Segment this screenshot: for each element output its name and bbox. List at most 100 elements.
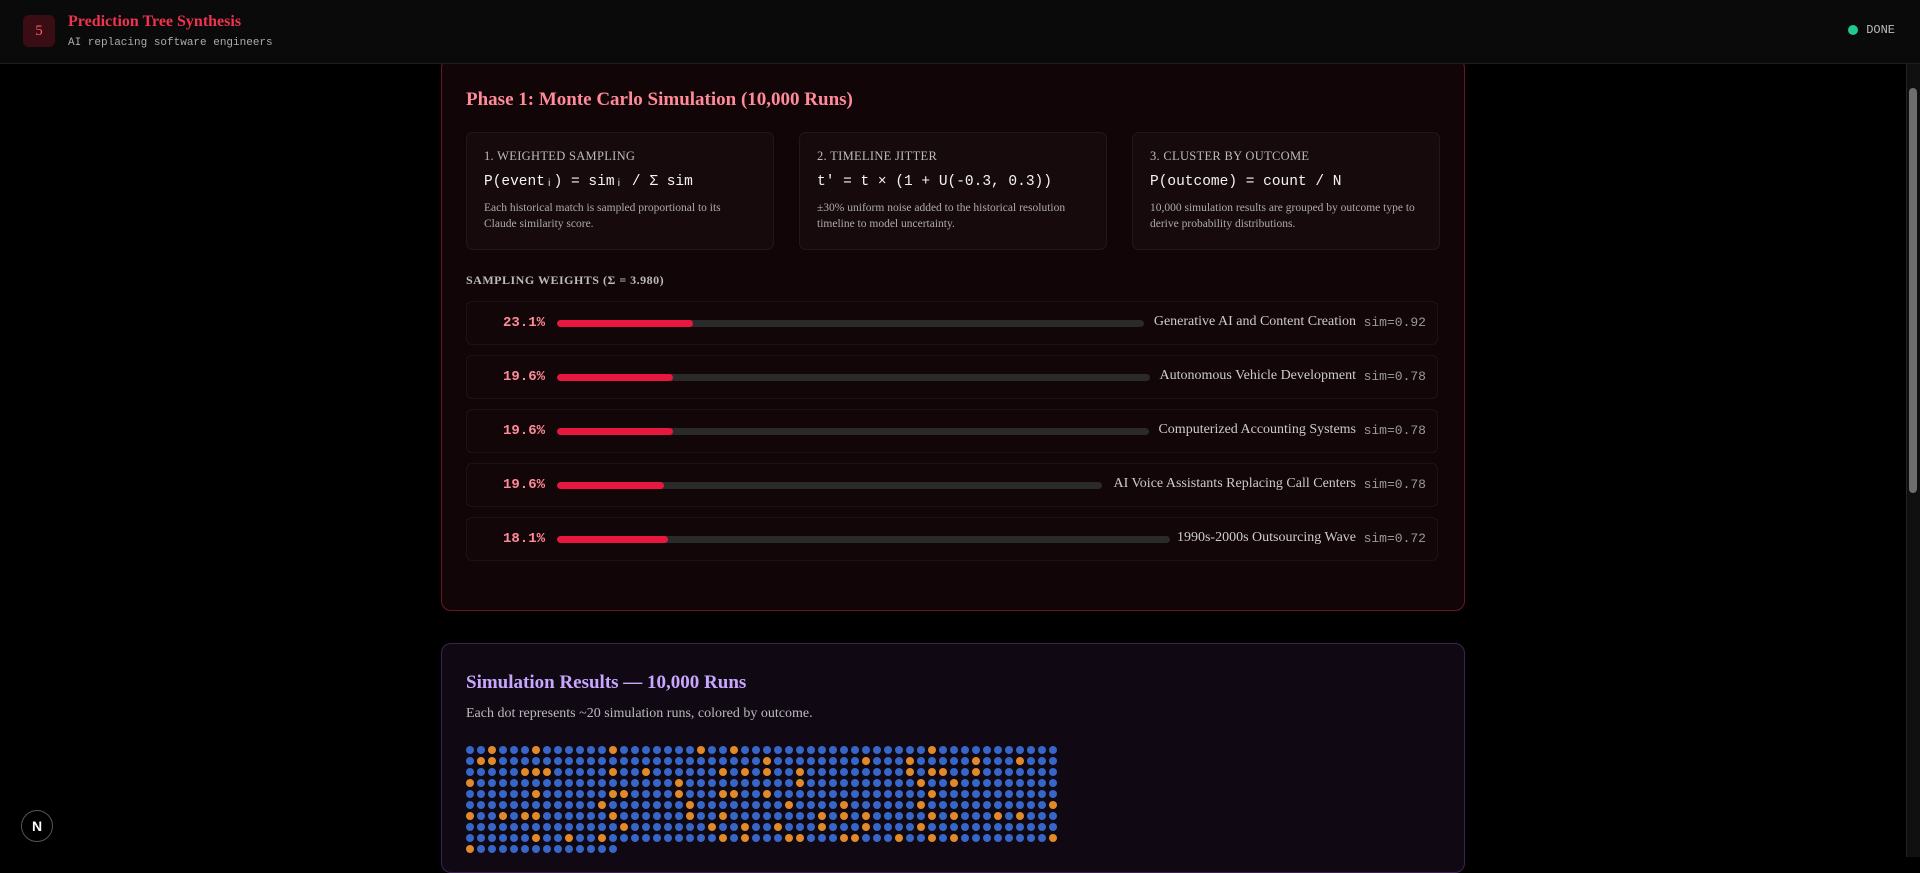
simulation-dot <box>521 779 529 787</box>
page-subtitle: AI replacing software engineers <box>68 37 273 49</box>
scrollbar-thumb[interactable] <box>1909 88 1917 493</box>
simulation-dot <box>752 801 760 809</box>
simulation-dot <box>1038 779 1046 787</box>
simulation-dot <box>719 790 727 798</box>
simulation-dot <box>642 746 650 754</box>
simulation-dot <box>774 790 782 798</box>
simulation-dot <box>730 757 738 765</box>
simulation-dot <box>1038 768 1046 776</box>
simulation-dot <box>510 834 518 842</box>
simulation-dot <box>686 757 694 765</box>
method-heading: 1. Weighted Sampling <box>484 149 636 163</box>
simulation-dot <box>521 790 529 798</box>
simulation-dot <box>477 823 485 831</box>
simulation-dot <box>972 746 980 754</box>
next-logo-icon[interactable]: N <box>21 810 53 842</box>
simulation-dot <box>499 845 507 853</box>
simulation-dot <box>741 779 749 787</box>
simulation-dot <box>466 746 474 754</box>
simulation-dot <box>719 757 727 765</box>
simulation-dot <box>774 746 782 754</box>
simulation-dot <box>510 812 518 820</box>
simulation-dot <box>1005 812 1013 820</box>
simulation-dot <box>884 768 892 776</box>
simulation-dot <box>972 757 980 765</box>
simulation-dot <box>488 823 496 831</box>
simulation-dot <box>697 823 705 831</box>
simulation-dot <box>763 812 771 820</box>
method-description: Each historical match is sampled proport… <box>484 202 721 230</box>
simulation-dot <box>609 779 617 787</box>
method-description: 10,000 simulation results are grouped by… <box>1150 202 1415 230</box>
simulation-dot <box>906 768 914 776</box>
simulation-dot <box>554 757 562 765</box>
simulation-description: Each dot represents ~20 simulation runs,… <box>466 706 813 721</box>
simulation-dot <box>961 757 969 765</box>
simulation-dot <box>675 823 683 831</box>
simulation-dot <box>1027 790 1035 798</box>
simulation-dot <box>752 779 760 787</box>
simulation-dot <box>719 812 727 820</box>
simulation-dot <box>950 768 958 776</box>
weight-similarity: sim=0.72 <box>1363 531 1426 546</box>
simulation-dot <box>840 790 848 798</box>
simulation-dot <box>653 779 661 787</box>
simulation-dot <box>664 812 672 820</box>
simulation-dot <box>697 757 705 765</box>
simulation-dot <box>675 746 683 754</box>
simulation-dot <box>873 812 881 820</box>
simulation-dot <box>1049 779 1057 787</box>
simulation-dot <box>994 790 1002 798</box>
simulation-dot <box>796 834 804 842</box>
weight-percent: 23.1% <box>502 315 545 331</box>
simulation-dot <box>818 790 826 798</box>
simulation-dot <box>950 834 958 842</box>
simulation-dot <box>708 757 716 765</box>
simulation-dot <box>510 757 518 765</box>
weight-source-name: 1990s-2000s Outsourcing Wave <box>1176 530 1356 545</box>
simulation-dot <box>785 823 793 831</box>
simulation-dot <box>763 834 771 842</box>
simulation-dot <box>862 823 870 831</box>
simulation-dot <box>1016 768 1024 776</box>
simulation-dot <box>851 790 859 798</box>
step-badge: 5 <box>23 15 55 47</box>
weight-bar-fill <box>557 536 668 543</box>
simulation-dot <box>763 779 771 787</box>
simulation-dot <box>884 757 892 765</box>
simulation-dot <box>1038 757 1046 765</box>
weight-percent: 19.6% <box>502 369 545 385</box>
simulation-dot <box>521 823 529 831</box>
simulation-dot <box>653 790 661 798</box>
simulation-dot <box>554 779 562 787</box>
simulation-dot <box>763 790 771 798</box>
simulation-dot <box>741 746 749 754</box>
simulation-dot <box>917 757 925 765</box>
simulation-dot <box>477 779 485 787</box>
simulation-dot <box>906 779 914 787</box>
simulation-dot <box>939 834 947 842</box>
simulation-dot <box>862 779 870 787</box>
simulation-dot <box>543 812 551 820</box>
simulation-dot <box>961 812 969 820</box>
simulation-dot <box>1038 812 1046 820</box>
simulation-dot <box>488 790 496 798</box>
simulation-dot <box>587 757 595 765</box>
phase1-title: Phase 1: Monte Carlo Simulation (10,000 … <box>466 89 853 110</box>
simulation-dot <box>510 790 518 798</box>
simulation-dot <box>851 823 859 831</box>
simulation-dot <box>576 801 584 809</box>
simulation-dot <box>532 757 540 765</box>
simulation-dot <box>532 812 540 820</box>
simulation-dot <box>477 768 485 776</box>
simulation-dot <box>818 757 826 765</box>
simulation-dot <box>686 834 694 842</box>
simulation-dot <box>609 823 617 831</box>
simulation-dot <box>521 834 529 842</box>
simulation-dot <box>972 790 980 798</box>
simulation-dot <box>741 834 749 842</box>
simulation-dot <box>499 812 507 820</box>
simulation-dot <box>708 768 716 776</box>
simulation-dot <box>862 834 870 842</box>
simulation-dot <box>554 768 562 776</box>
